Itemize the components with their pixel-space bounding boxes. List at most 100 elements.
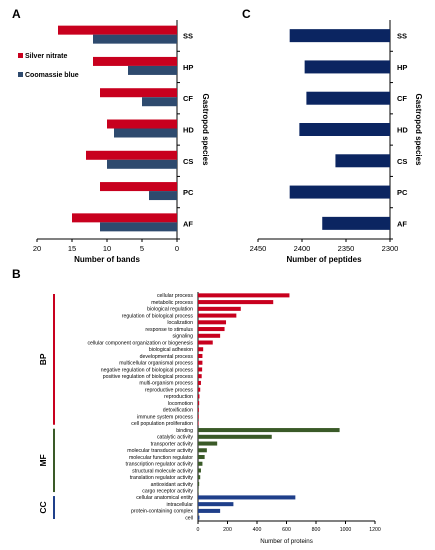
panel-b-bar [198, 454, 205, 460]
panel-a-letter: A [12, 7, 21, 21]
panel-c-y-axis-title: Gastropod species [414, 93, 423, 166]
panel-b-bar [198, 367, 203, 372]
panel-b-category-label: binding [176, 428, 193, 434]
panel-b-bar [198, 401, 200, 406]
panel-b-bar [198, 428, 340, 433]
panel-c-category-label: CS [397, 157, 407, 166]
panel-b-bar [198, 293, 290, 298]
panel-b-x-tick-label: 800 [312, 527, 321, 533]
panel-c-x-tick-label: 2350 [338, 244, 355, 253]
panel-b-group-label-mf: MF [38, 454, 48, 466]
panel-b-category-label: positive regulation of biological proces… [103, 374, 194, 380]
panel-a-x-tick-label: 20 [33, 244, 41, 253]
panel-a-bar-coomassie-HD [114, 128, 177, 138]
panel-b-bar [198, 327, 225, 332]
panel-a-category-label: CS [183, 157, 193, 166]
panel-c-bar-CS [335, 154, 390, 168]
panel-b-category-label: signaling [173, 334, 194, 340]
panel-b-category-label: locomotion [168, 401, 193, 407]
panel-a-legend-label: Silver nitrate [25, 53, 68, 60]
panel-b-bar [198, 441, 218, 446]
panel-c-bar-HD [299, 123, 390, 136]
panel-b-category-label: molecular function regulator [129, 455, 193, 461]
panel-b-x-tick-label: 400 [253, 527, 262, 533]
panel-b-category-label: structural molecule activity [132, 468, 193, 474]
panel-c-bar-HP [304, 60, 390, 74]
panel-a-category-label: AF [183, 219, 193, 228]
panel-b-bar [198, 488, 199, 493]
panel-a-bar-silver-CS [86, 150, 177, 160]
panel-b-bar [198, 407, 199, 412]
panel-c-category-label: SS [397, 32, 407, 41]
panel-b-bar [198, 360, 203, 365]
panel-a-x-tick-label: 10 [103, 244, 111, 253]
panel-b-bar [198, 495, 296, 500]
panel-b-category-label: metabolic process [151, 300, 193, 306]
panel-c-category-label: PC [397, 188, 408, 197]
panel-c-bar-PC [289, 185, 390, 199]
panel-b-category-label: cellular process [157, 293, 193, 299]
panel-b-category-label: translation regulator activity [130, 475, 194, 481]
panel-c-category-label: AF [397, 219, 407, 228]
panel-a-x-tick-label: 15 [68, 244, 76, 253]
panel-a-legend-swatch-coomassie [18, 72, 23, 77]
panel-b-category-label: intracellular [166, 502, 193, 508]
panel-b-x-axis-title: Number of proteins [260, 538, 313, 545]
panel-b-category-label: cargo receptor activity [142, 488, 193, 494]
panel-b-category-label: reproductive process [145, 387, 194, 393]
panel-a-bar-silver-CF [100, 88, 177, 98]
panel-b-bar [198, 313, 237, 318]
panel-b-x-tick-label: 600 [282, 527, 291, 533]
panel-b-bar [198, 374, 202, 379]
panel-b-category-label: localization [167, 320, 193, 326]
panel-b-group-label-bp: BP [38, 353, 48, 365]
panel-b-bar [198, 333, 221, 338]
panel-c-x-tick-label: 2450 [250, 244, 267, 253]
panel-b-bar [198, 481, 200, 486]
panel-b-bar [198, 353, 203, 359]
panel-b-bar [198, 394, 200, 399]
panel-b-category-label: transcription regulator activity [126, 462, 194, 468]
panel-b-bar [198, 502, 234, 507]
panel-a-bar-silver-PC [100, 182, 177, 192]
panel-c-x-tick-label: 2400 [294, 244, 311, 253]
panel-a-legend-label: Coomassie blue [25, 72, 79, 79]
panel-a-category-label: HP [183, 63, 193, 72]
panel-b-category-label: negative regulation of biological proces… [101, 367, 194, 373]
panel-a-bar-silver-SS [58, 25, 177, 35]
panel-a-y-axis-title: Gastropod species [201, 93, 210, 166]
panel-b-category-label: cell population proliferation [131, 421, 193, 427]
panel-b-category-label: developmental process [140, 354, 194, 360]
panel-a-bar-coomassie-CS [107, 159, 177, 169]
panel-b-bar [198, 508, 221, 513]
panel-c-x-axis-title: Number of peptides [286, 255, 362, 264]
panel-b-category-label: multicellular organismal process [119, 361, 193, 367]
panel-b-bar [198, 300, 274, 305]
panel-b-bar [198, 414, 199, 419]
panel-b-category-label: protein-containing complex [131, 509, 193, 515]
panel-b-x-tick-label: 200 [223, 527, 232, 533]
panel-a-category-label: SS [183, 32, 193, 41]
panel-b-x-tick-label: 1000 [340, 527, 352, 533]
panel-b-bar [198, 387, 201, 392]
panel-c-x-tick-label: 2300 [382, 244, 399, 253]
panel-c-bar-CF [306, 91, 390, 105]
panel-a-bar-silver-AF [72, 213, 177, 223]
panel-b-category-label: immune system process [137, 414, 193, 420]
panel-b-category-label: catalytic activity [157, 435, 193, 441]
panel-c-chart: SS HP CF HD CS PC AF 2450 2400 2350 2300 Number of … [250, 20, 423, 264]
panel-b-category-label: antioxidant activity [151, 482, 194, 488]
panel-b-x-tick-label: 1200 [369, 527, 381, 533]
panel-b-bar [198, 347, 204, 352]
panel-b-bar [198, 461, 203, 466]
panel-b-category-label: biological regulation [147, 307, 193, 313]
panel-b-category-label: response to stimulus [145, 327, 193, 333]
panel-a-category-label: PC [183, 188, 194, 197]
panel-b-letter: B [12, 267, 21, 281]
panel-a-bar-coomassie-PC [149, 191, 177, 201]
panel-a-category-label: CF [183, 94, 193, 103]
panel-a-category-label: HD [183, 126, 194, 135]
panel-c-letter: C [242, 7, 251, 21]
panel-b-category-label: cellular anatomical entity [136, 495, 193, 501]
